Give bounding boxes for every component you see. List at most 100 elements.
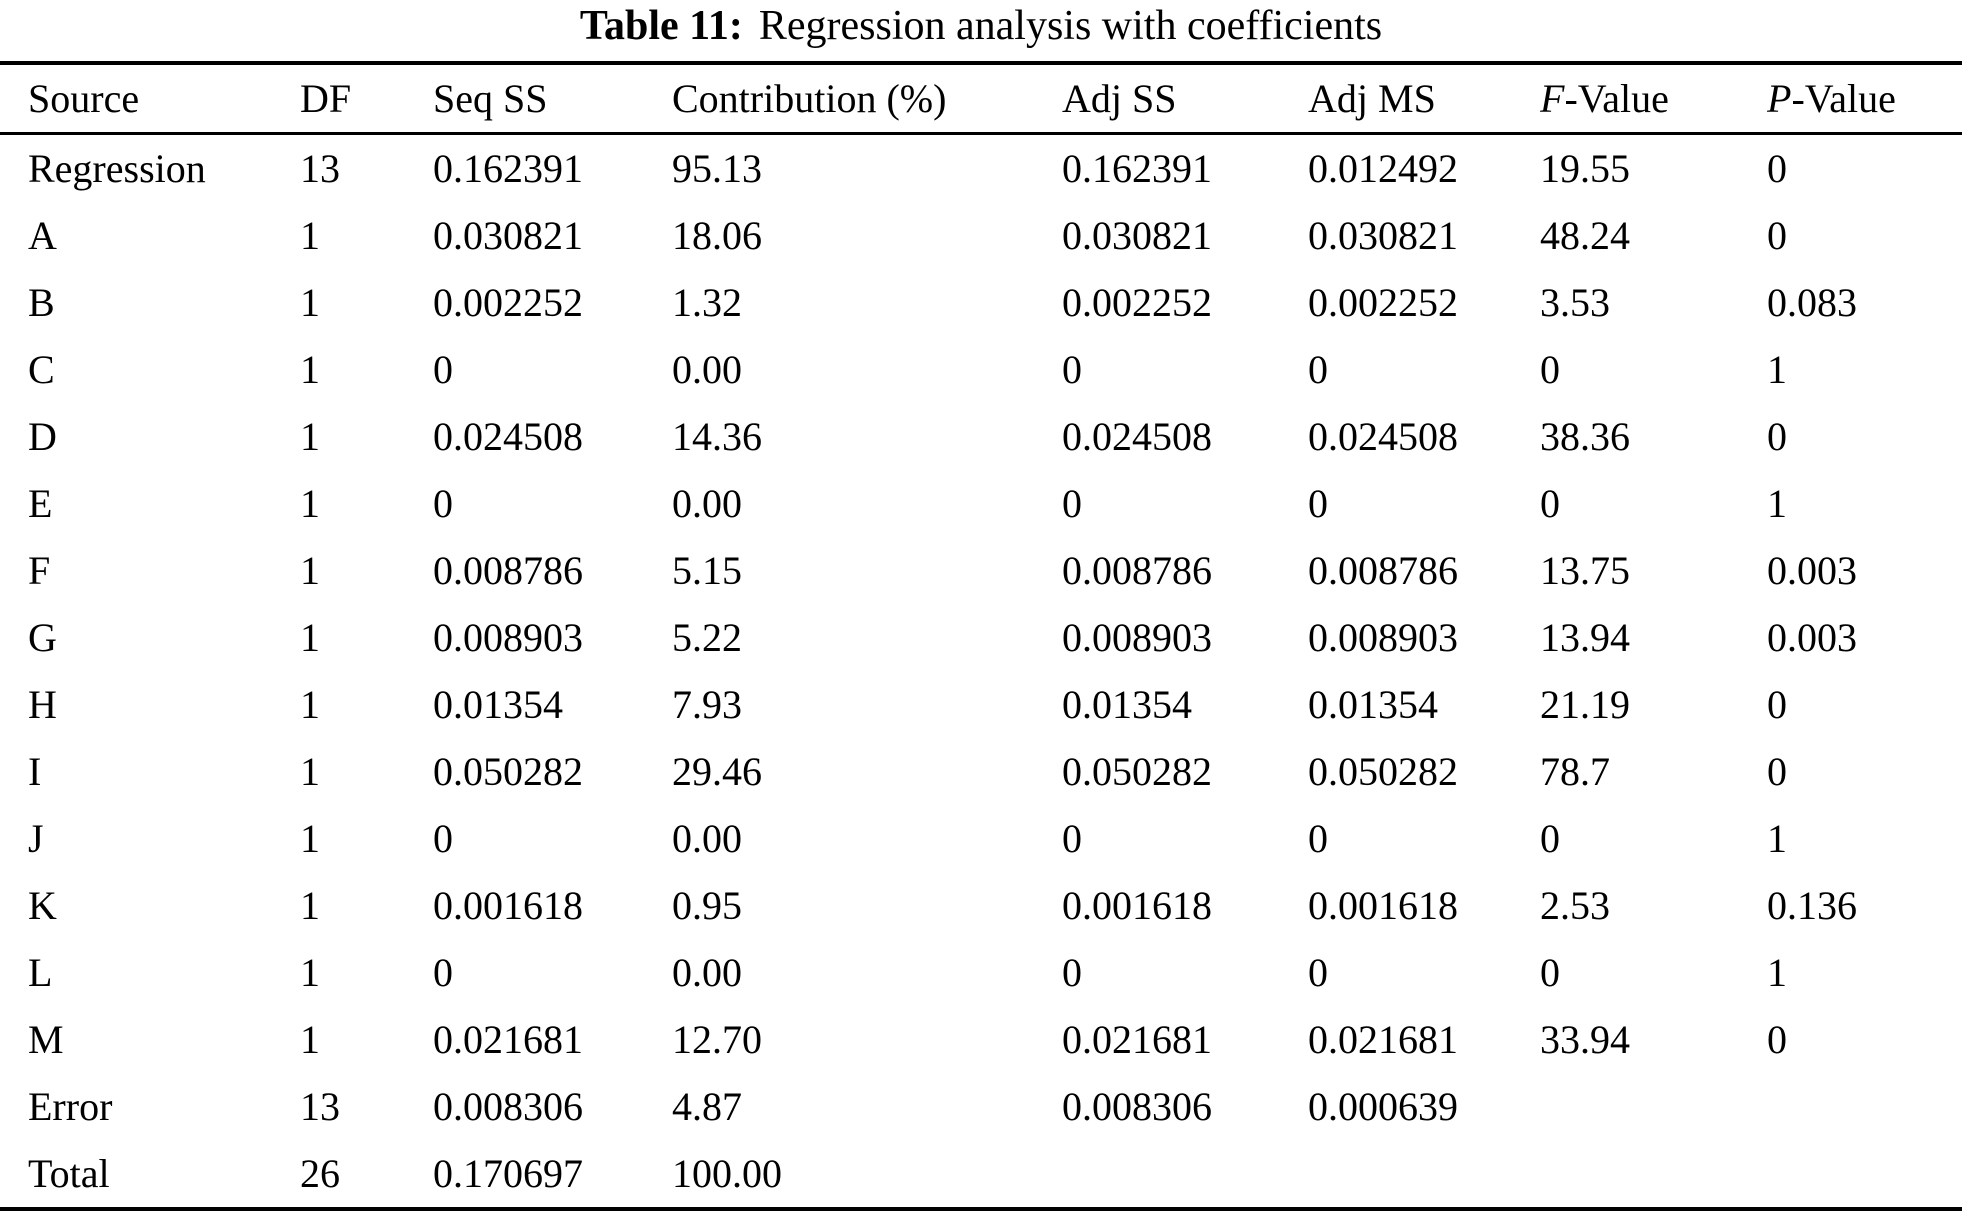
table-cell: 0.050282: [433, 749, 583, 794]
table-cell: 13: [300, 1084, 340, 1129]
table-cell: 0: [433, 347, 453, 392]
table-cell: 33.94: [1540, 1017, 1630, 1062]
col-header-adj-ss: Adj SS: [1062, 76, 1177, 121]
table-cell: G: [28, 615, 57, 660]
table-cell: 0.002252: [1308, 280, 1458, 325]
table-cell: 1: [300, 481, 320, 526]
table-cell: 0: [1767, 414, 1787, 459]
table-cell: [1540, 1140, 1767, 1209]
table-cell: 0.008786: [433, 548, 583, 593]
table-row: M 1 0.021681 12.70 0.021681 0.021681 33.94 0: [0, 1006, 1962, 1073]
table-cell: 0.00: [672, 816, 742, 861]
table-cell: 0: [1308, 950, 1328, 995]
table-cell: 0.00: [672, 481, 742, 526]
table-cell: 1: [300, 615, 320, 660]
table-cell: 0.050282: [1062, 749, 1212, 794]
table-cell: 0: [1308, 481, 1328, 526]
table-cell: 0.00: [672, 347, 742, 392]
table-cell: 1: [300, 548, 320, 593]
table-cell: 1: [300, 280, 320, 325]
table-cell: 0.012492: [1308, 146, 1458, 191]
table-cell: 1: [300, 950, 320, 995]
col-header-f-value: F-Value: [1540, 76, 1669, 121]
table-cell: 0: [1062, 950, 1082, 995]
table-cell: B: [28, 280, 55, 325]
table-cell: 0.01354: [433, 682, 563, 727]
table-cell: 0.021681: [1062, 1017, 1212, 1062]
table-cell: 0.008786: [1308, 548, 1458, 593]
table-row: I 1 0.050282 29.46 0.050282 0.050282 78.7 0: [0, 738, 1962, 805]
table-cell: 0.008786: [1062, 548, 1212, 593]
table-cell: A: [28, 213, 57, 258]
table-cell: 0: [1767, 749, 1787, 794]
table-cell: 1: [300, 682, 320, 727]
table-cell: 0.008306: [1062, 1084, 1212, 1129]
table-cell: [1062, 1140, 1308, 1209]
table-cell: 0: [1767, 213, 1787, 258]
table-cell: 0: [1308, 816, 1328, 861]
table-row: C 1 0 0.00 0 0 0 1: [0, 336, 1962, 403]
table-cell: 0: [1540, 816, 1560, 861]
table-cell: E: [28, 481, 53, 526]
table-cell: 0.95: [672, 883, 742, 928]
table-cell: 0.000639: [1308, 1084, 1458, 1129]
table-cell: 48.24: [1540, 213, 1630, 258]
table-cell: 4.87: [672, 1084, 742, 1129]
table-row: Error 13 0.008306 4.87 0.008306 0.000639: [0, 1073, 1962, 1140]
table-cell: 1: [300, 347, 320, 392]
table-cell: [1308, 1140, 1540, 1209]
table-cell: 14.36: [672, 414, 762, 459]
table-cell: J: [28, 816, 44, 861]
table-cell: 13.75: [1540, 548, 1630, 593]
table-cell: 0: [433, 816, 453, 861]
table-row: J 1 0 0.00 0 0 0 1: [0, 805, 1962, 872]
table-row: H 1 0.01354 7.93 0.01354 0.01354 21.19 0: [0, 671, 1962, 738]
table-cell: 13: [300, 146, 340, 191]
table-row: A 1 0.030821 18.06 0.030821 0.030821 48.24 0: [0, 202, 1962, 269]
col-header-contribution: Contribution (%): [672, 76, 947, 121]
table-cell: 0.162391: [433, 146, 583, 191]
table-cell: 0.002252: [1062, 280, 1212, 325]
table-cell: 21.19: [1540, 682, 1630, 727]
table-cell: 2.53: [1540, 883, 1610, 928]
table-cell: K: [28, 883, 57, 928]
table-cell: 0.01354: [1062, 682, 1192, 727]
col-header-seq-ss: Seq SS: [433, 76, 548, 121]
table-cell: 0.01354: [1308, 682, 1438, 727]
table-cell: 0.030821: [433, 213, 583, 258]
table-cell: 0.030821: [1062, 213, 1212, 258]
table-row: L 1 0 0.00 0 0 0 1: [0, 939, 1962, 1006]
table-cell: F: [28, 548, 51, 593]
table-cell: Regression: [28, 146, 206, 191]
table-cell: 0: [1540, 347, 1560, 392]
table-cell: 0.002252: [433, 280, 583, 325]
table-cell: M: [28, 1017, 64, 1062]
table-cell: 0: [1308, 347, 1328, 392]
table-cell: 13.94: [1540, 615, 1630, 660]
table-cell: 1: [1767, 347, 1787, 392]
table-cell: 5.15: [672, 548, 742, 593]
table-cell: 0.003: [1767, 548, 1857, 593]
col-header-df: DF: [300, 76, 352, 121]
table-cell: 0.001618: [1308, 883, 1458, 928]
table-cell: 0.024508: [1062, 414, 1212, 459]
table-cell: 0.021681: [1308, 1017, 1458, 1062]
table-cell: 95.13: [672, 146, 762, 191]
table-cell: Total: [28, 1151, 110, 1196]
table-body: Regression 13 0.162391 95.13 0.162391 0.01249…: [0, 134, 1962, 1210]
table-cell: 0.170697: [433, 1151, 583, 1196]
table-row: F 1 0.008786 5.15 0.008786 0.008786 13.75 0.003: [0, 537, 1962, 604]
table-cell: 0.050282: [1308, 749, 1458, 794]
table-cell: 29.46: [672, 749, 762, 794]
table-cell: L: [28, 950, 53, 995]
table-cell: 0: [1062, 816, 1082, 861]
table-cell: 78.7: [1540, 749, 1610, 794]
table-cell: 0.008903: [1308, 615, 1458, 660]
caption-title: Regression analysis with coefficients: [758, 3, 1383, 49]
table-row: D 1 0.024508 14.36 0.024508 0.024508 38.36 0: [0, 403, 1962, 470]
caption-number: Table 11:: [579, 3, 743, 49]
table-cell: 0: [433, 950, 453, 995]
table-row: Total 26 0.170697 100.00: [0, 1140, 1962, 1209]
table-cell: 38.36: [1540, 414, 1630, 459]
